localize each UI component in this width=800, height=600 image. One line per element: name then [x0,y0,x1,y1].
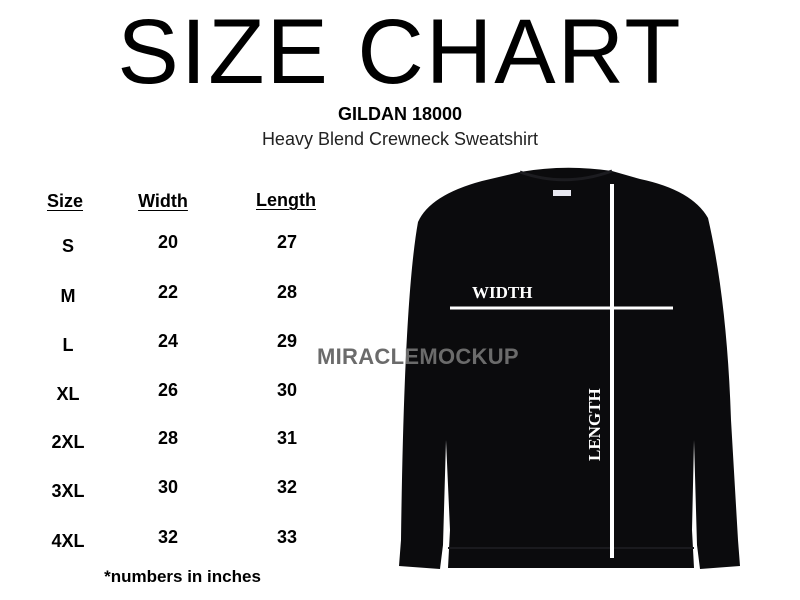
header-width: Width [138,191,188,211]
cell-size: M [60,286,76,306]
cell-length: 30 [276,380,298,400]
cell-length: 29 [276,331,298,351]
cell-length: 27 [276,232,298,252]
cell-width: 32 [157,527,179,547]
neck-label [553,190,571,196]
width-label: WIDTH [472,283,532,302]
cell-length: 31 [276,428,298,448]
collar-rib [519,169,613,182]
length-label: LENGTH [585,388,604,461]
cell-width: 22 [157,282,179,302]
cell-width: 26 [157,380,179,400]
cell-size: 4XL [51,531,85,551]
cell-size: S [61,236,74,256]
cell-size: 3XL [51,481,85,501]
cell-width: 28 [157,428,179,448]
watermark: MIRACLEMOCKUP [317,344,519,369]
cell-width: 20 [157,232,179,252]
product-model: GILDAN 18000 [337,104,463,124]
cell-width: 24 [157,331,179,351]
cell-size: L [62,335,74,355]
units-note: *numbers in inches [104,567,261,586]
cell-length: 33 [276,527,298,547]
cell-length: 32 [276,477,298,497]
page-title: SIZE CHART [117,1,683,103]
cell-size: XL [56,384,80,404]
cell-size: 2XL [51,432,85,452]
product-description: Heavy Blend Crewneck Sweatshirt [261,129,539,149]
cell-width: 30 [157,477,179,497]
sweatshirt-image [399,167,740,569]
header-length: Length [256,190,316,210]
header-size: Size [46,191,84,211]
cell-length: 28 [276,282,298,302]
